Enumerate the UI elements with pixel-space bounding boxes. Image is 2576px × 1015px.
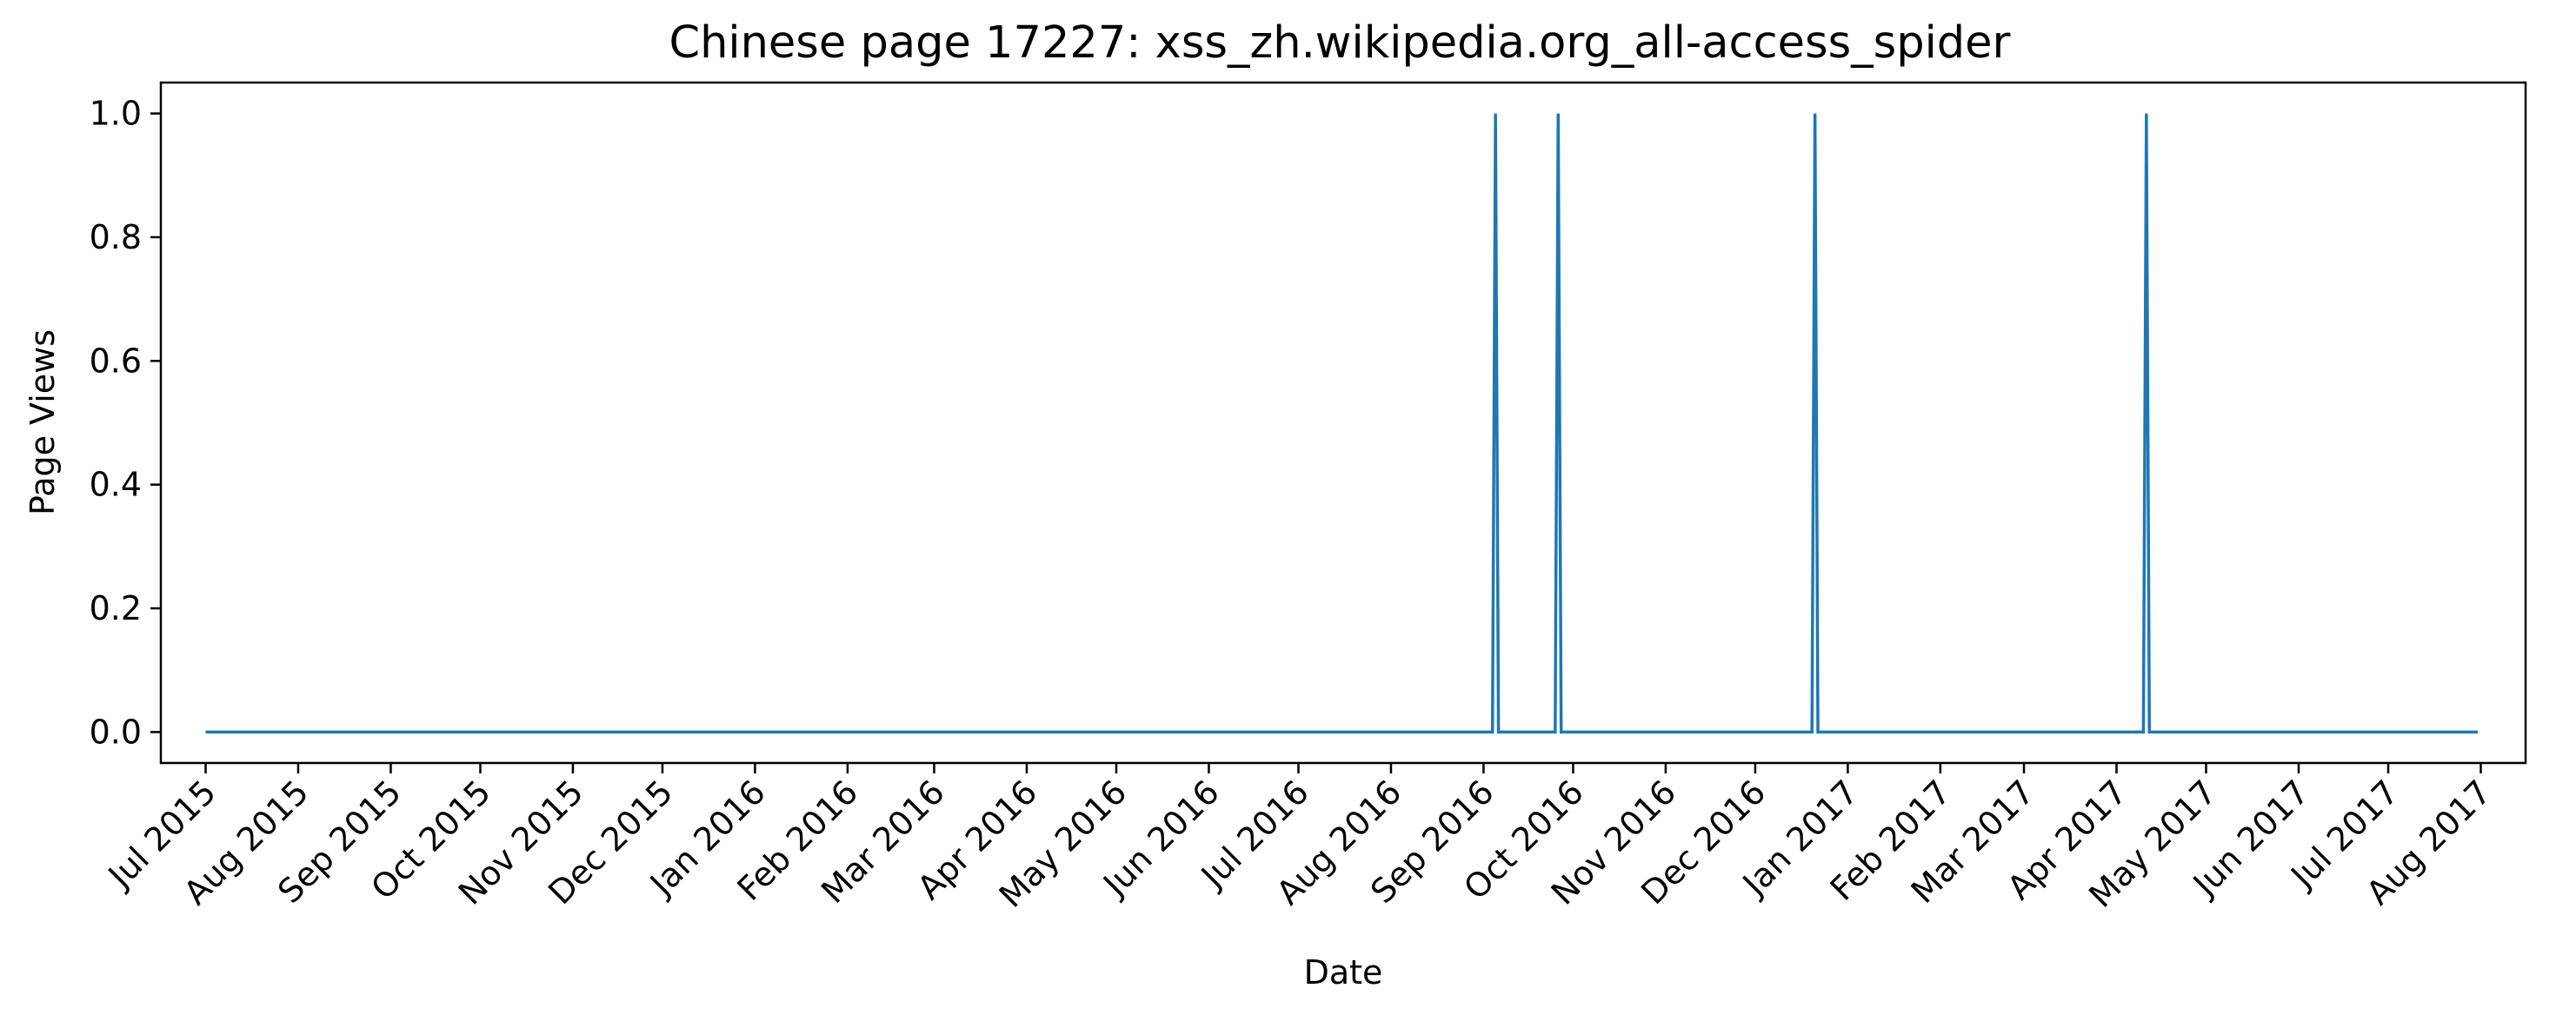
series-layer <box>205 113 2479 734</box>
plot-frame <box>159 81 2527 765</box>
y-tick-label: 1.0 <box>90 95 142 133</box>
y-tick-label: 0.0 <box>90 713 142 751</box>
y-tick-label: 0.8 <box>90 218 142 256</box>
series-line <box>205 113 2479 734</box>
y-tick-label: 0.2 <box>90 589 142 627</box>
y-axis-label: Page Views <box>23 329 62 515</box>
plot-area <box>159 81 2527 765</box>
x-axis-label: Date <box>1304 953 1383 992</box>
y-axis: 0.0 0.2 0.4 0.6 0.8 1.0 <box>90 95 161 751</box>
y-tick-label: 0.4 <box>90 466 142 504</box>
chart-title: Chinese page 17227: xss_zh.wikipedia.org… <box>669 17 2011 69</box>
y-tick-label: 0.6 <box>90 342 142 380</box>
